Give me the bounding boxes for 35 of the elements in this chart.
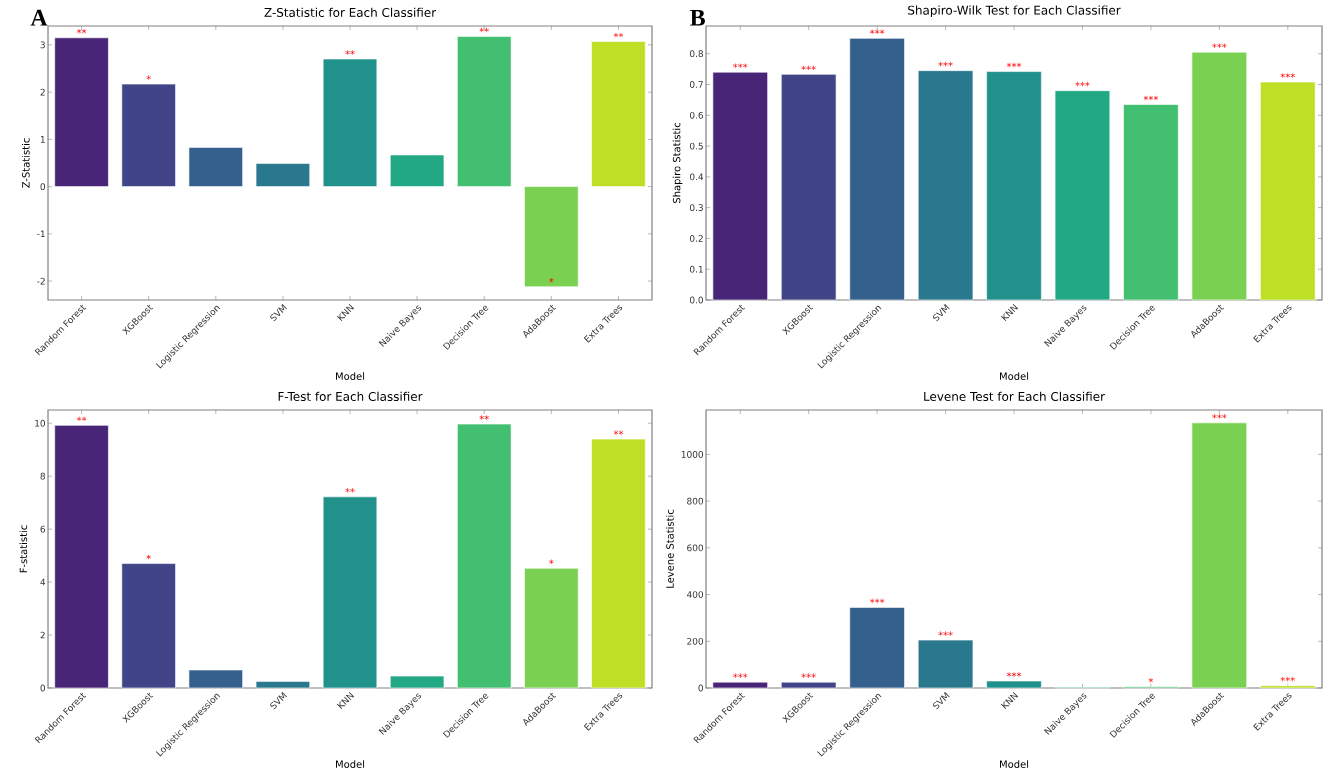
bar [322, 496, 378, 689]
bar [54, 37, 109, 187]
bar [322, 58, 378, 187]
bar [389, 154, 445, 187]
bar [1191, 51, 1248, 301]
bar [591, 438, 646, 689]
bar [1123, 104, 1179, 301]
bar [255, 681, 311, 689]
bar [121, 563, 176, 689]
bar [1260, 81, 1316, 301]
bar [121, 83, 176, 187]
bar [1191, 422, 1248, 689]
bar [255, 163, 311, 187]
bar [986, 71, 1042, 301]
bar [457, 36, 512, 187]
bar [457, 423, 512, 689]
bar [591, 41, 646, 187]
bar [917, 70, 974, 301]
bar [389, 675, 445, 689]
text: A [30, 9, 48, 26]
bar [781, 74, 837, 301]
bar [1054, 90, 1111, 301]
bar [188, 669, 243, 689]
bar [54, 425, 109, 689]
bar [917, 639, 974, 689]
bar [849, 38, 905, 301]
bar [188, 147, 243, 187]
bar [524, 186, 579, 288]
bar [781, 681, 837, 689]
bar [986, 680, 1042, 689]
bar [712, 681, 768, 689]
bar [849, 607, 905, 689]
bar [712, 71, 768, 301]
bar [524, 568, 579, 689]
text: B [690, 9, 705, 26]
